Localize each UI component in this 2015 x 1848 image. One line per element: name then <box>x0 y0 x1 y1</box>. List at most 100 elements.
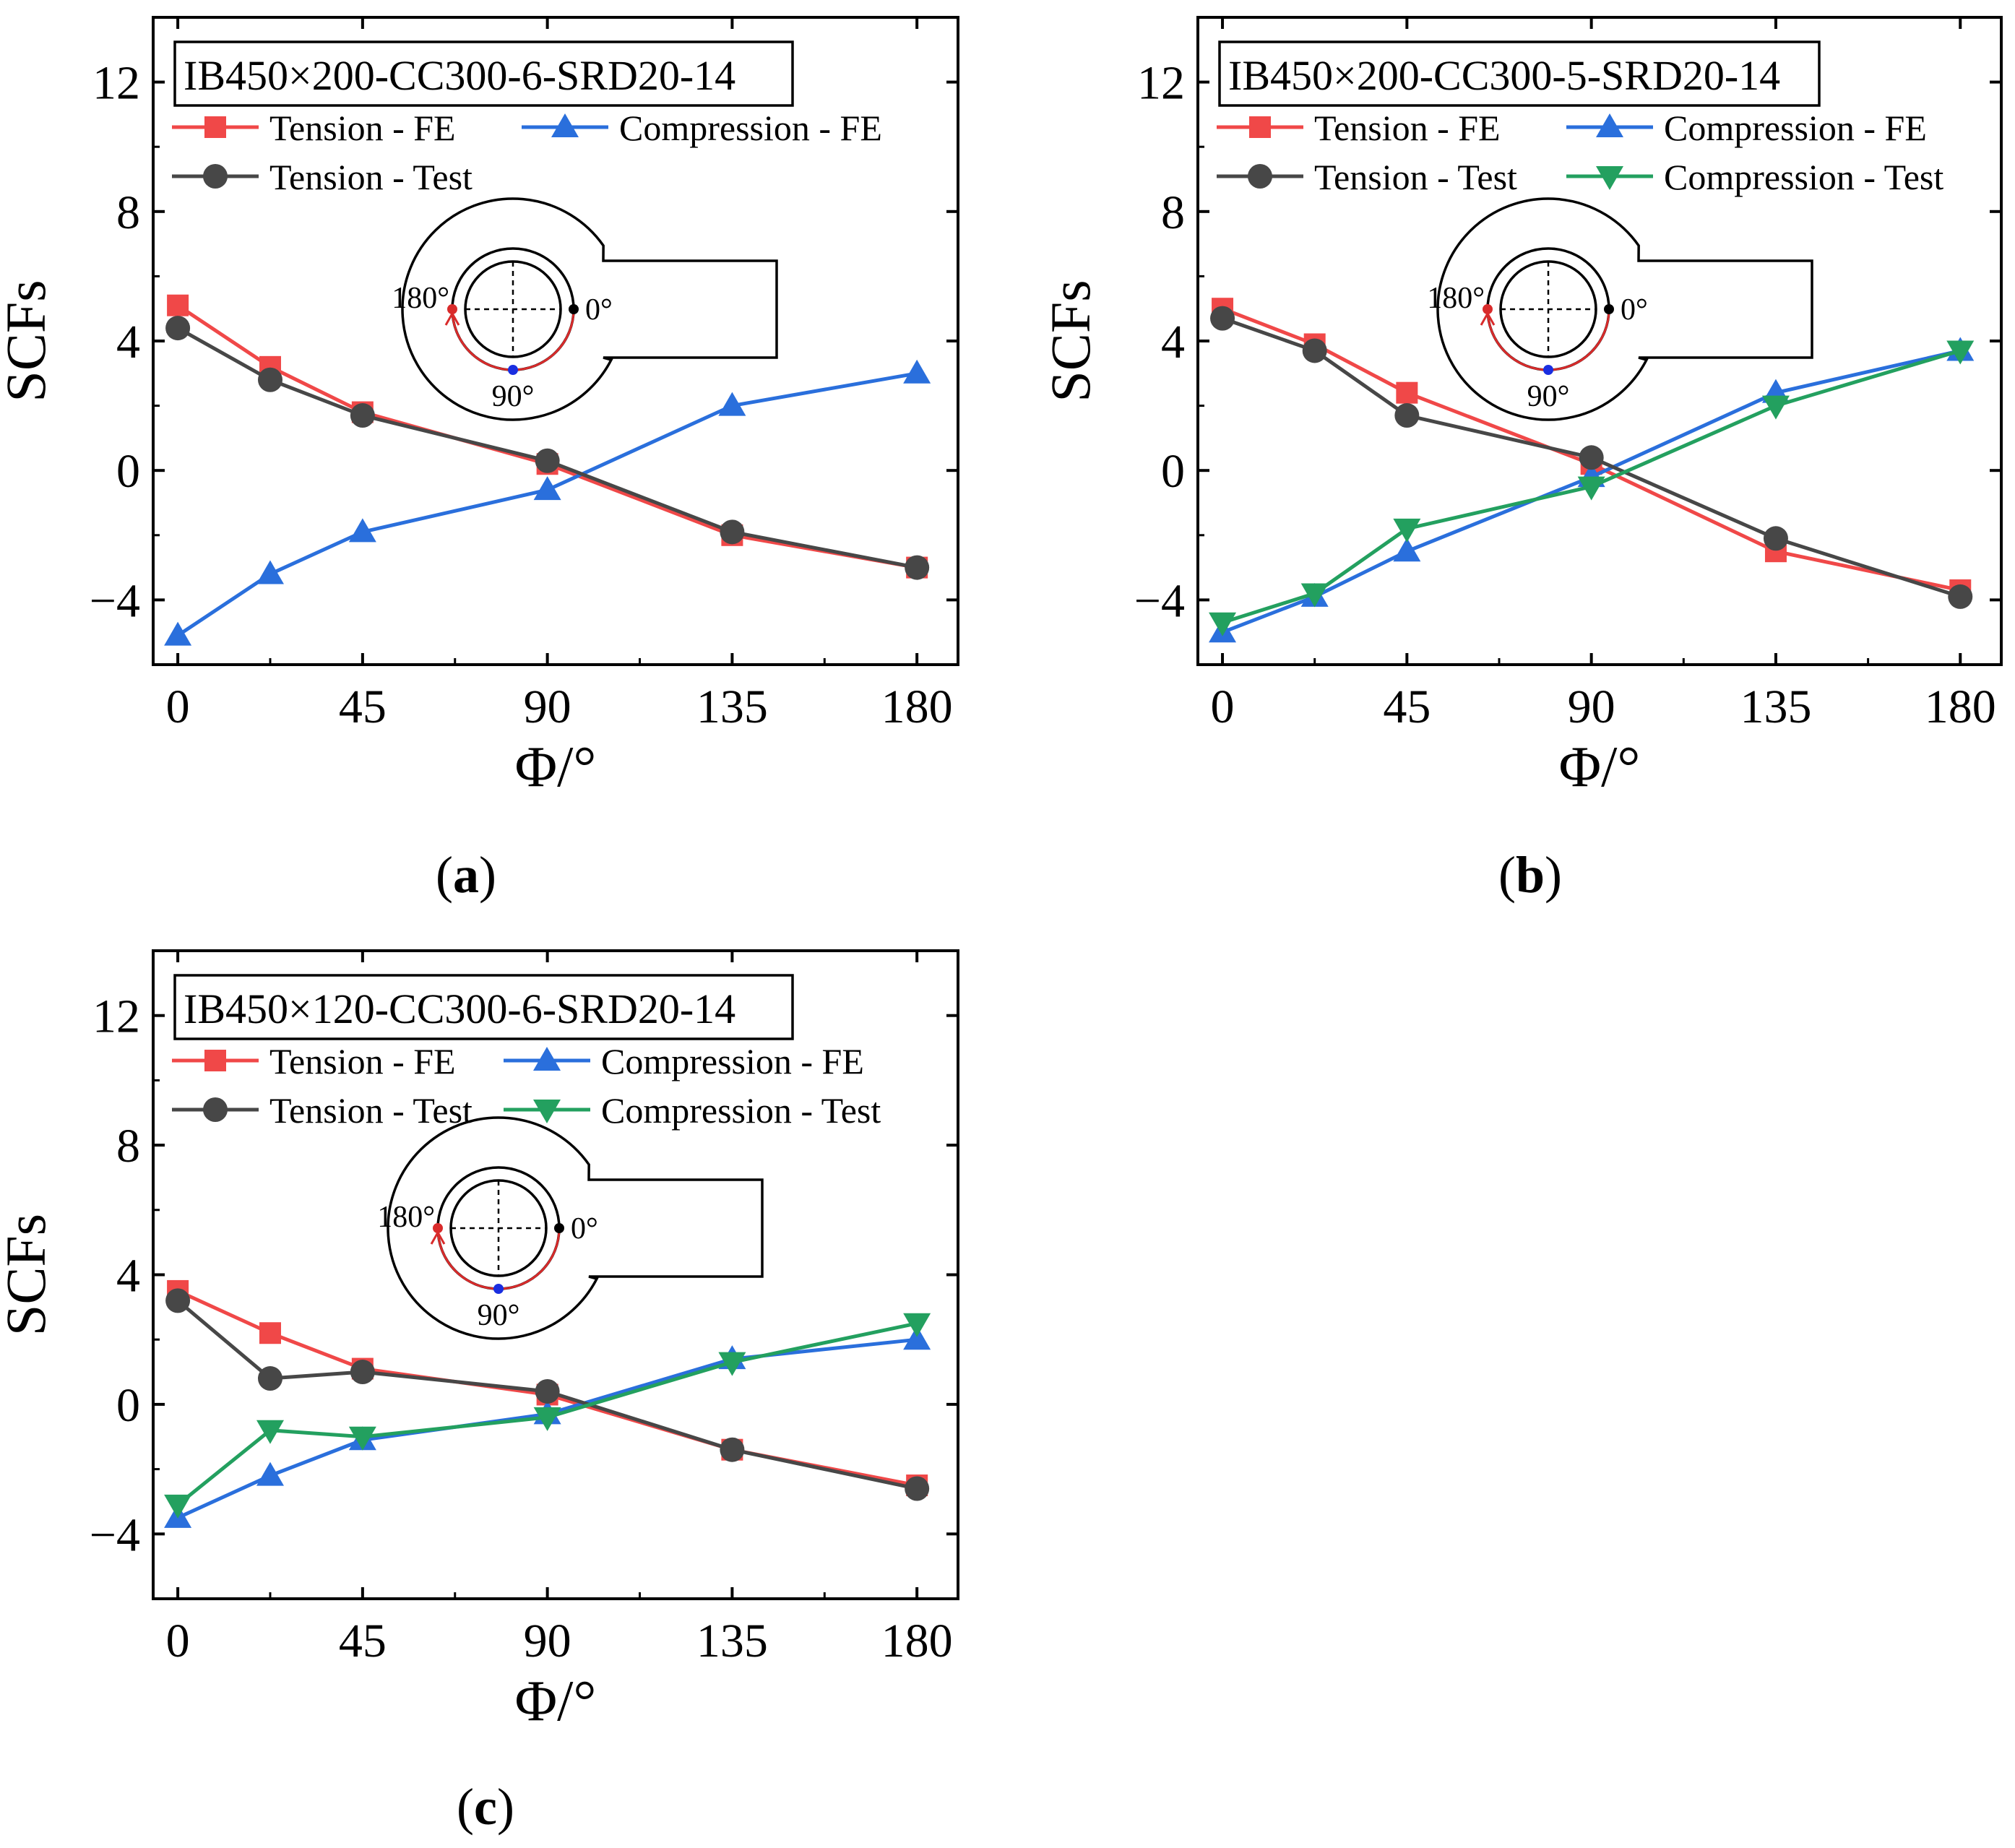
legend-label: Compression - Test <box>1664 157 1943 197</box>
series-compression-test <box>164 1313 931 1519</box>
data-point <box>1393 518 1421 543</box>
x-tick-label: 135 <box>696 1615 768 1667</box>
panel-label-close: ) <box>479 846 496 904</box>
y-tick-label: 0 <box>1161 445 1185 498</box>
legend-entry-compression-test: Compression - Test <box>1566 157 1943 197</box>
series-tension-test <box>165 316 930 580</box>
x-tick-label: 90 <box>524 681 571 733</box>
inset-outer-profile <box>387 1116 764 1340</box>
chart-title: IB450×200-CC300-5-SRD20-14 <box>1228 52 1780 99</box>
series-compression-test <box>1209 340 1975 636</box>
y-tick-label: 4 <box>1161 316 1185 368</box>
panel-label-open: ( <box>457 1778 474 1836</box>
data-point <box>1763 526 1788 551</box>
data-point <box>164 621 192 646</box>
x-tick-label: 0 <box>166 681 190 733</box>
legend-entry-tension-fe: Tension - FE <box>172 1041 456 1081</box>
data-point <box>256 1461 284 1486</box>
data-point <box>256 560 284 584</box>
series-line <box>176 303 918 570</box>
series-line <box>1222 306 1961 592</box>
data-point <box>257 1366 282 1391</box>
data-point <box>1577 476 1605 501</box>
inset-point-180 <box>433 1223 443 1233</box>
y-tick-label: 0 <box>116 1379 140 1432</box>
legend-marker <box>203 1097 228 1122</box>
legend: Tension - FE Compression - FE Tension - Te… <box>172 1041 881 1131</box>
data-point <box>1393 537 1421 562</box>
data-point <box>1300 583 1329 608</box>
legend-marker <box>204 1050 226 1071</box>
panel-label-letter: c <box>474 1778 497 1836</box>
chart-title-box: IB450×200-CC300-5-SRD20-14 <box>1218 40 1821 107</box>
data-point <box>1761 395 1790 420</box>
legend-label: Compression - Test <box>601 1090 881 1131</box>
inset-label-180: 180° <box>1427 282 1485 315</box>
legend-entry-compression-test: Compression - Test <box>504 1090 881 1131</box>
inset-label-0: 0° <box>585 293 613 327</box>
series-line <box>176 1321 918 1506</box>
data-point <box>1948 584 1973 609</box>
inset-point-90 <box>1543 365 1553 375</box>
joint-inset-diagram: 0° 90° 180° <box>1427 197 1813 421</box>
legend-marker <box>551 113 579 137</box>
data-point <box>350 403 375 428</box>
data-point <box>165 316 191 341</box>
y-tick-label: −4 <box>90 574 140 627</box>
data-point <box>257 367 282 392</box>
data-point <box>1302 338 1327 363</box>
y-axis-label: SCFs <box>0 280 57 402</box>
legend-entry-tension-fe: Tension - FE <box>1217 108 1501 148</box>
chart-panel-a: 0 45 90 135 180 −4 0 4 8 12 Φ/° SCFs IB450×200-CC300… <box>0 16 959 904</box>
y-tick-label: 0 <box>116 445 140 498</box>
x-axis-label: Φ/° <box>515 1670 597 1733</box>
y-tick-label: 8 <box>1161 186 1185 239</box>
data-point <box>535 1378 560 1404</box>
series-line <box>1222 316 1962 599</box>
x-tick-label: 45 <box>339 1615 387 1667</box>
joint-inset-diagram: 0° 90° 180° <box>392 197 778 421</box>
panel-label: (c) <box>457 1778 514 1836</box>
legend-entry-compression-fe: Compression - FE <box>522 108 882 148</box>
data-point <box>533 476 561 501</box>
inset-label-0: 0° <box>1621 293 1648 327</box>
panel-label-close: ) <box>1545 846 1562 904</box>
legend-marker <box>1248 164 1272 189</box>
data-point <box>1946 340 1975 365</box>
y-tick-label: 8 <box>116 1120 140 1173</box>
chart-title-box: IB450×200-CC300-6-SRD20-14 <box>173 40 794 107</box>
data-point <box>165 1288 191 1313</box>
chart-panel-c: 0 45 90 135 180 −4 0 4 8 12 Φ/° SCFs IB450×120-CC300… <box>0 949 959 1836</box>
y-tick-label: −4 <box>1134 574 1185 627</box>
panel-label-open: ( <box>436 846 453 904</box>
data-point <box>348 518 376 543</box>
series-line <box>176 1299 918 1490</box>
data-point <box>1396 381 1418 404</box>
legend-marker <box>1596 166 1623 190</box>
y-axis-label: SCFs <box>1039 280 1102 402</box>
data-point <box>905 1476 930 1501</box>
inset-label-90: 90° <box>492 380 535 413</box>
data-point <box>256 1420 284 1444</box>
data-point <box>348 1426 376 1451</box>
legend-marker <box>533 1047 561 1071</box>
y-tick-label: 4 <box>116 1250 140 1303</box>
joint-inset-diagram: 0° 90° 180° <box>377 1116 764 1340</box>
series-line <box>1222 349 1961 625</box>
y-axis-label: SCFs <box>0 1214 57 1336</box>
chart-title: IB450×120-CC300-6-SRD20-14 <box>184 985 735 1032</box>
x-tick-label: 180 <box>881 1615 953 1667</box>
x-axis-label: Φ/° <box>515 735 597 799</box>
legend-label: Tension - Test <box>1314 157 1517 197</box>
data-point <box>718 392 746 416</box>
legend-marker <box>204 116 226 138</box>
data-point <box>903 1313 931 1337</box>
inset-point-180 <box>1483 304 1493 314</box>
data-point <box>1579 445 1604 470</box>
legend-label: Tension - Test <box>269 157 473 197</box>
x-tick-label: 135 <box>1740 681 1811 733</box>
legend-marker <box>533 1100 561 1123</box>
inset-label-180: 180° <box>392 282 449 315</box>
chart-panel-b: 0 45 90 135 180 −4 0 4 8 12 Φ/° SCFs IB450×200-CC300… <box>1039 16 2003 904</box>
inset-point-0 <box>554 1223 564 1233</box>
